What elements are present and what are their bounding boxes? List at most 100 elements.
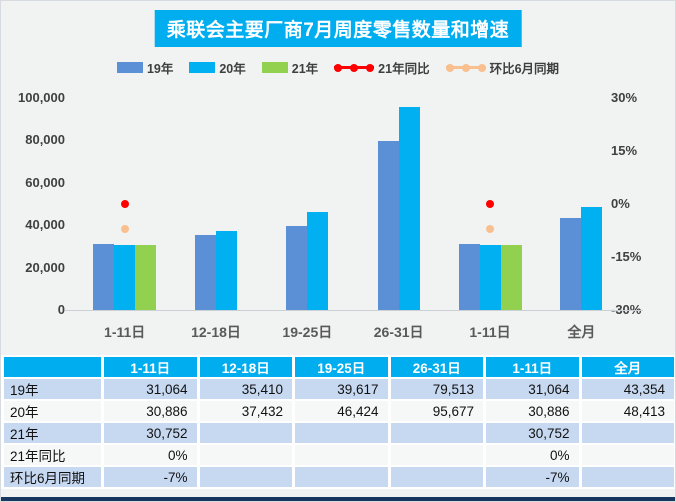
row-label: 20年 [4,401,101,421]
legend-item-20年: 20年 [189,58,246,77]
bar-19年 [93,244,115,310]
point-21年同比 [120,200,129,208]
y-axis-tick-right: 30% [611,90,638,105]
y-axis-tick-right: 15% [611,143,638,158]
table-cell: 30,886 [486,401,579,421]
table-cell: 95,677 [390,401,483,421]
x-axis-line [65,310,643,311]
table-cell: 37,432 [199,401,292,421]
x-axis-label: 1-11日 [469,324,511,340]
y-axis-tick-left: 60,000 [25,174,65,190]
legend-item-19年: 19年 [116,58,173,77]
legend-item-21年: 21年 [261,58,319,77]
table-cell [295,467,388,487]
bar-20年 [114,244,136,310]
table-header-cell: 1-11日 [486,357,579,377]
table-cell: 43,354 [581,379,674,399]
table-header-cell: 全月 [581,357,674,377]
table-cell [199,467,292,487]
table-cell: 31,064 [104,379,197,399]
bar-19年 [560,218,582,310]
table-cell: 0% [104,445,197,465]
data-table: 1-11日 12-18日 19-25日 26-31日 1-11日 全月 19年 31,064… [1,355,675,489]
bar-20年 [307,211,329,310]
table-bottom-border [1,497,675,501]
table-cell [581,445,674,465]
table-cell: 79,513 [390,379,483,399]
x-axis-label: 全月 [567,324,596,340]
table-header-cell: 26-31日 [390,357,483,377]
legend-label: 20年 [219,61,246,76]
y-axis-tick-left: 20,000 [25,259,65,275]
table-header-cell: 12-18日 [199,357,292,377]
y-axis-tick-right: -30% [611,302,642,317]
bar-20年 [216,230,237,310]
data-table-wrap: 1-11日 12-18日 19-25日 26-31日 1-11日 全月 19年 31,064… [1,355,675,489]
y-axis-tick-left: 100,000 [18,90,65,105]
table-cell [390,467,483,487]
y-axis-tick-left: 80,000 [25,132,65,148]
table-cell: 48,413 [581,401,674,421]
table-row: 19年 31,064 35,410 39,617 79,513 31,064 43,354 [4,379,674,399]
table-cell [581,423,674,443]
table-cell [199,423,292,443]
x-axis-label: 26-31日 [373,324,424,340]
table-cell: -7% [104,467,197,487]
table-head: 1-11日 12-18日 19-25日 26-31日 1-11日 全月 [4,357,674,377]
table-row: 环比6月同期 -7% -7% [4,467,674,487]
x-axis-label: 1-11日 [104,324,146,340]
table-cell: 35,410 [199,379,292,399]
legend: 19年 20年 21年 21年同比 环比6月同期 [1,56,675,78]
table-cell [581,467,674,487]
legend-item-环比6月同期: 环比6月同期 [445,58,560,77]
table-cell: 39,617 [295,379,388,399]
table-cell: 31,064 [486,379,579,399]
bar-19年 [195,234,216,310]
row-label: 19年 [4,379,101,399]
bar-19年 [286,226,308,310]
table-header-cell [4,357,101,377]
x-axis-label: 12-18日 [191,324,241,340]
y-axis-tick-left: 0 [57,302,65,317]
table-cell [390,423,483,443]
legend-label: 21年 [291,61,319,76]
table-cell [295,423,388,443]
row-label: 环比6月同期 [4,467,101,487]
table-row: 21年 30,752 30,752 [4,423,674,443]
table-cell: 46,424 [295,401,388,421]
table-cell [295,445,388,465]
table-cell: 30,886 [104,401,197,421]
legend-line-marker-icon [334,63,375,72]
legend-swatch-icon [261,61,288,73]
legend-line-marker-icon [445,63,486,72]
bar-21年 [500,244,522,310]
table-header-cell: 19-25日 [295,357,388,377]
legend-swatch-icon [189,61,216,73]
bar-20年 [398,107,420,310]
legend-label: 21年同比 [378,61,430,76]
table-cell: 0% [486,445,579,465]
table-row: 21年同比 0% 0% [4,445,674,465]
point-环比6月同期 [486,224,494,233]
table-cell: 30,752 [486,423,579,443]
y-axis-tick-right: -15% [611,249,642,264]
table-header-row: 1-11日 12-18日 19-25日 26-31日 1-11日 全月 [4,357,674,377]
bar-19年 [458,244,480,310]
table-cell [199,445,292,465]
legend-label: 环比6月同期 [489,61,560,76]
bar-19年 [377,141,399,310]
table-body: 19年 31,064 35,410 39,617 79,513 31,064 43,354 2… [4,379,674,487]
bar-20年 [581,207,603,310]
table-cell: 30,752 [104,423,197,443]
table-row: 20年 30,886 37,432 46,424 95,677 30,886 48,413 [4,401,674,421]
x-axis-label: 19-25日 [282,324,333,340]
bar-21年 [135,244,157,310]
point-环比6月同期 [120,224,129,233]
chart-title: 乘联会主要厂商7月周度零售数量和增速 [154,10,522,47]
y-axis-tick-left: 40,000 [25,217,65,233]
point-21年同比 [486,200,494,208]
legend-item-21年同比: 21年同比 [334,58,430,77]
row-label: 21年 [4,423,101,443]
